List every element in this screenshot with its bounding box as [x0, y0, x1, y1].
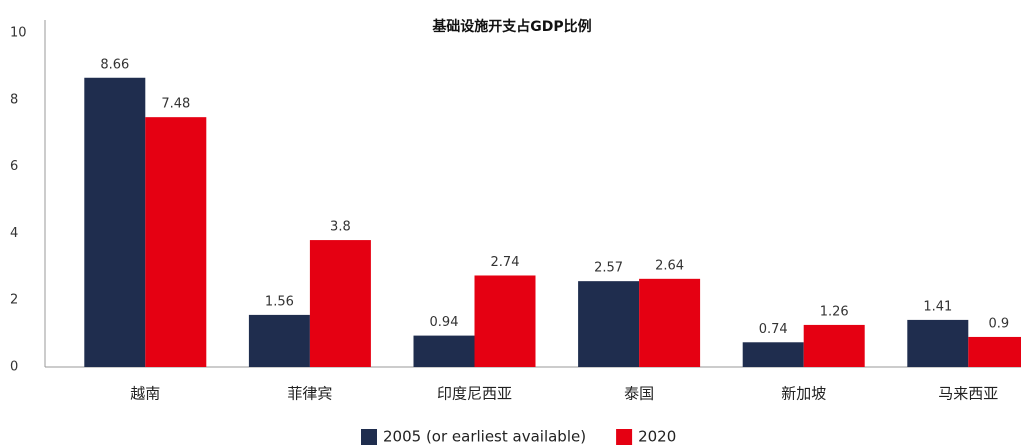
bar [742, 342, 804, 367]
legend-label: 2020 [638, 428, 676, 446]
data-label: 2.57 [594, 261, 623, 276]
y-tick-label: 8 [10, 92, 18, 107]
data-label: 1.26 [820, 304, 849, 319]
data-label: 1.56 [265, 294, 294, 309]
x-tick-label: 越南 [130, 385, 160, 403]
y-tick-label: 0 [10, 360, 18, 375]
y-tick-label: 4 [10, 226, 18, 241]
bar [248, 314, 310, 367]
bar [803, 324, 865, 367]
legend-swatch [361, 429, 377, 445]
bar [474, 275, 536, 367]
bar [413, 335, 475, 367]
data-label: 8.66 [100, 57, 129, 72]
bar [309, 240, 371, 367]
x-tick-label: 新加坡 [781, 385, 826, 403]
bar [578, 281, 640, 367]
data-label: 0.94 [430, 315, 459, 330]
x-tick-label: 印度尼西亚 [437, 385, 512, 403]
data-label: 0.74 [759, 322, 788, 337]
x-tick-label: 泰国 [624, 385, 654, 403]
chart-title: 基础设施开支占GDP比例 [432, 18, 591, 35]
y-tick-label: 2 [10, 293, 18, 308]
legend-label: 2005 (or earliest available) [383, 428, 586, 446]
x-tick-label: 马来西亚 [938, 385, 998, 403]
bar [145, 117, 207, 367]
y-tick-label: 10 [10, 26, 27, 41]
bar [968, 336, 1021, 367]
bar [907, 319, 969, 367]
data-label: 1.41 [923, 299, 952, 314]
data-label: 7.48 [161, 97, 190, 112]
data-label: 0.9 [988, 316, 1009, 331]
bar [639, 278, 701, 367]
bar [84, 77, 146, 368]
y-tick-label: 6 [10, 159, 18, 174]
data-label: 3.8 [330, 220, 351, 235]
legend-swatch [616, 429, 633, 445]
x-tick-label: 菲律宾 [287, 385, 332, 403]
data-label: 2.64 [655, 258, 684, 273]
data-label: 2.74 [491, 255, 520, 270]
